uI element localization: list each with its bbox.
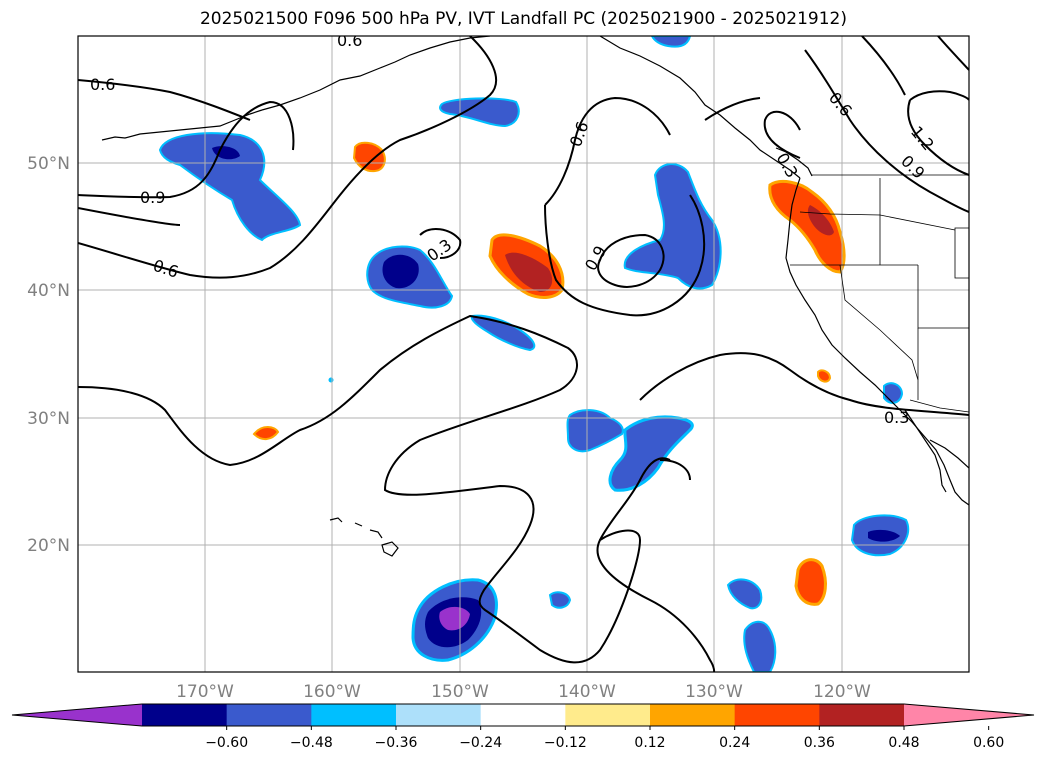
colorbar-tick-label: −0.24 — [459, 735, 502, 751]
lon-tick-label: 170°W — [176, 682, 234, 702]
pv-positive-small — [352, 141, 386, 173]
colorbar-segment — [480, 704, 566, 726]
lat-tick-label: 50°N — [27, 154, 70, 174]
lat-tick-label: 30°N — [27, 409, 70, 429]
lat-tick-labels: 20°N 30°N 40°N 50°N — [27, 154, 70, 556]
contour-label: 0.3 — [884, 408, 909, 427]
contour-label: 0.6 — [337, 31, 362, 50]
colorbar-tick-label: 0.12 — [634, 735, 665, 751]
colorbar-segment — [565, 704, 651, 726]
pv-negative-central-south — [566, 409, 624, 453]
colorbar-tick-label: −0.12 — [544, 735, 587, 751]
coastlines — [101, 36, 969, 557]
lon-tick-label: 140°W — [558, 682, 616, 702]
colorbar-tick-label: −0.36 — [375, 735, 418, 751]
colorbar-tick-label: 0.48 — [888, 735, 919, 751]
pv-negative-nw — [158, 132, 302, 242]
lon-tick-labels: 170°W 160°W 150°W 140°W 130°W 120°W — [176, 682, 871, 702]
lat-tick-label: 20°N — [27, 536, 70, 556]
map-border — [77, 35, 970, 673]
chart-title: 2025021500 F096 500 hPa PV, IVT Landfall… — [199, 9, 847, 29]
state-borders — [790, 174, 969, 413]
lon-tick-label: 160°W — [303, 682, 361, 702]
lon-tick-label: 150°W — [431, 682, 489, 702]
colorbar-segment — [819, 704, 905, 726]
contour-label: 0.6 — [90, 75, 115, 94]
lat-tick-label: 40°N — [27, 281, 70, 301]
ivt-contours — [78, 36, 969, 672]
colorbar-tick-label: 0.60 — [973, 735, 1004, 751]
colorbar-tick-label: −0.48 — [290, 735, 333, 751]
colorbar: −0.60 −0.48 −0.36 −0.24 −0.12 0.12 0.24 0.36 0.4… — [11, 703, 1035, 751]
map-area — [78, 36, 969, 672]
colorbar-segment — [226, 704, 312, 726]
pv-negative-northeast — [623, 163, 722, 290]
pv-positive-south — [794, 558, 827, 606]
colorbar-tick-label: −0.60 — [205, 735, 248, 751]
colorbar-segment — [142, 704, 228, 726]
colorbar-extend-low — [12, 704, 142, 726]
colorbar-segment — [396, 704, 482, 726]
colorbar-segment — [311, 704, 397, 726]
colorbar-segment — [650, 704, 736, 726]
pv-negative-streak — [470, 314, 536, 352]
colorbar-tick-label: 0.36 — [804, 735, 835, 751]
colorbar-extend-high — [904, 704, 1034, 726]
lon-tick-label: 120°W — [813, 682, 871, 702]
contour-label: 0.9 — [140, 188, 165, 207]
colorbar-outline — [11, 703, 1035, 727]
lon-tick-label: 130°W — [685, 682, 743, 702]
colorbar-segment — [734, 704, 820, 726]
colorbar-tick-label: 0.24 — [719, 735, 750, 751]
gridlines — [78, 36, 969, 672]
pv-anomaly-fills — [158, 36, 910, 672]
